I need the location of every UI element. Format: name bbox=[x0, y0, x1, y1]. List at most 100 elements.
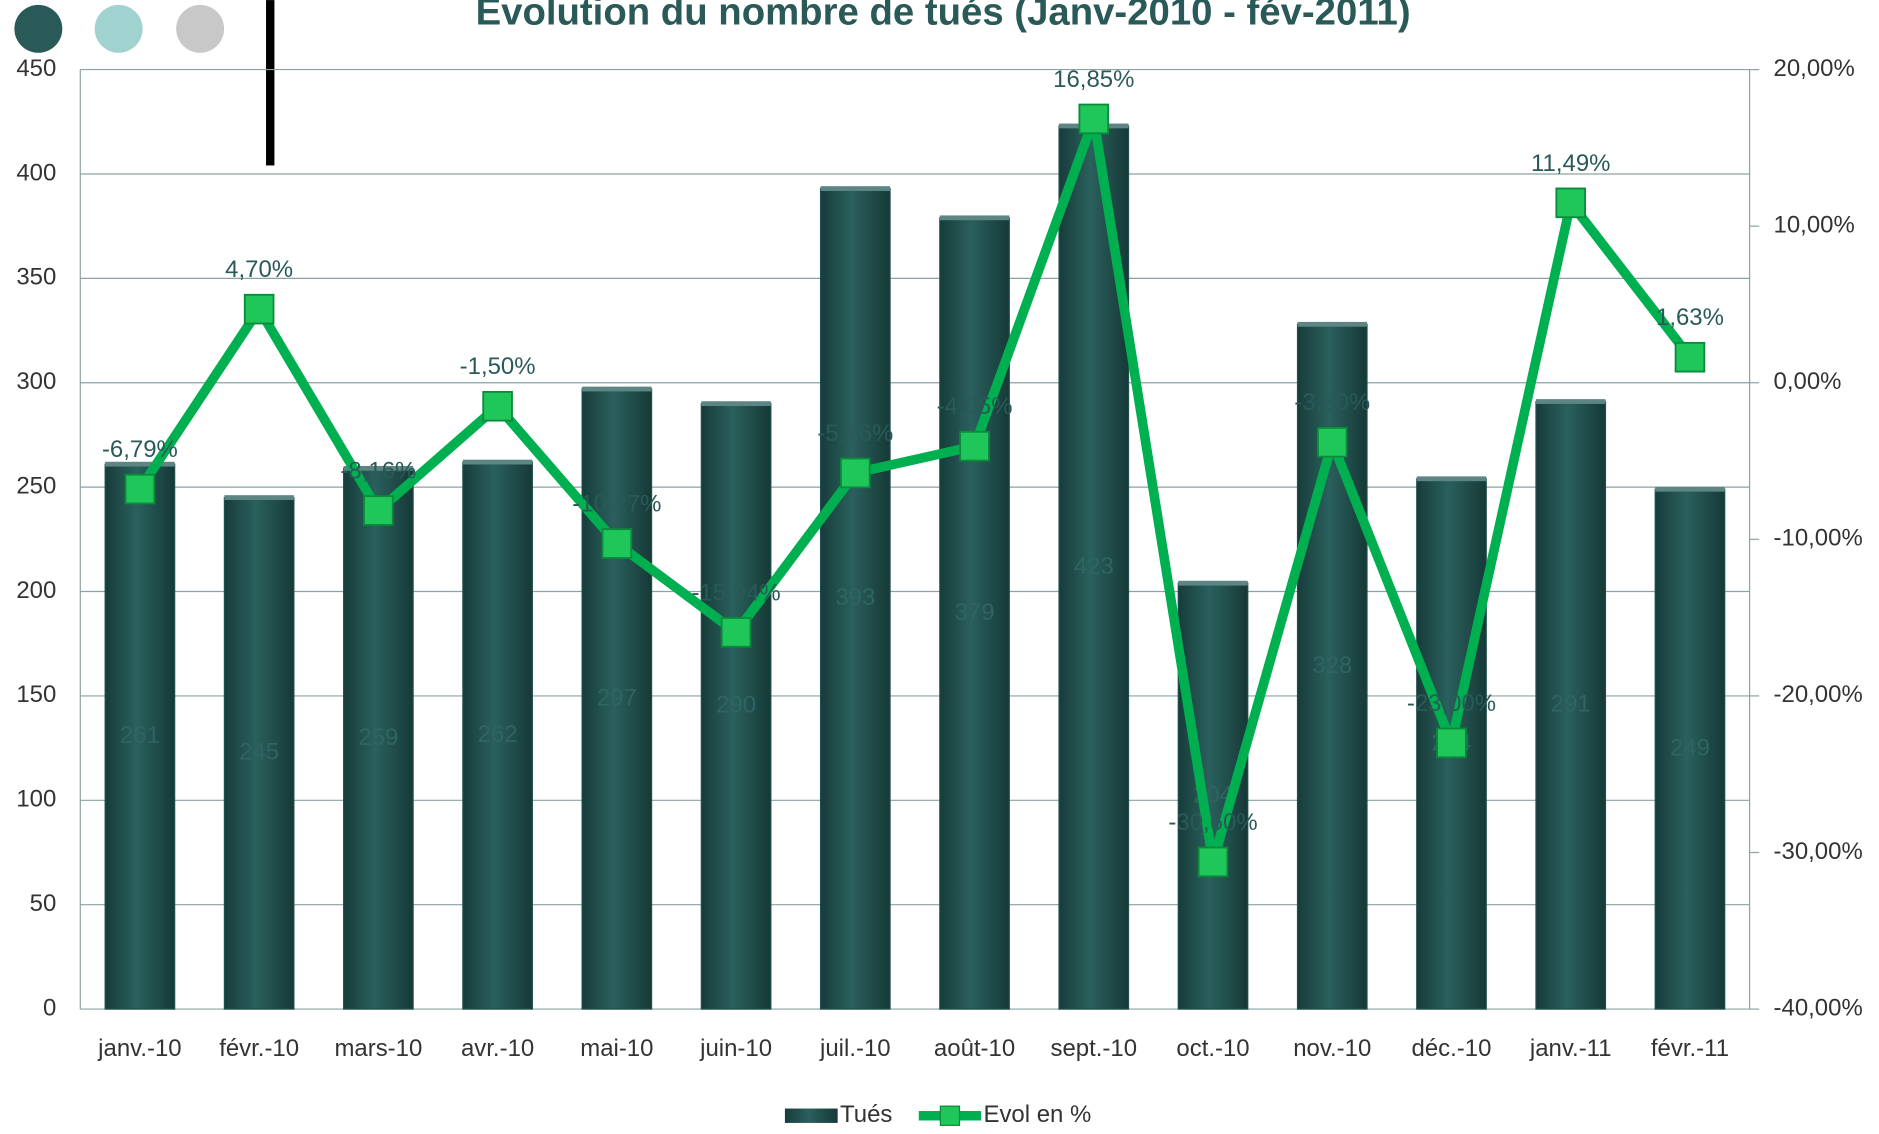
bar-value-label: 249 bbox=[1670, 734, 1710, 761]
line-marker bbox=[840, 457, 871, 489]
legend-swatch bbox=[784, 1108, 838, 1123]
line-marker bbox=[1674, 341, 1706, 373]
bar-top bbox=[105, 461, 175, 467]
y2-tick-label: -40,00% bbox=[1774, 994, 1863, 1021]
bar-top bbox=[582, 386, 652, 392]
y-tick-label: 200 bbox=[16, 577, 56, 604]
bar bbox=[700, 403, 772, 1010]
line-marker bbox=[363, 495, 394, 526]
line-value-label: -6,79% bbox=[102, 436, 178, 463]
bar-value-label: 297 bbox=[597, 684, 637, 711]
x-tick-label: avr.-10 bbox=[461, 1035, 534, 1062]
x-tick-label: déc.-10 bbox=[1412, 1035, 1492, 1062]
bar-top bbox=[701, 401, 771, 407]
line bbox=[135, 114, 1694, 867]
line-value-label: 11,49% bbox=[1531, 150, 1610, 177]
bar-value-label: 245 bbox=[239, 739, 279, 766]
bar-value-label: 291 bbox=[1551, 691, 1591, 718]
y-tick-label: 300 bbox=[16, 368, 56, 395]
x-tick-label: oct.-10 bbox=[1176, 1035, 1249, 1062]
line-marker bbox=[959, 430, 990, 462]
y2-tick-label: 0,00% bbox=[1774, 368, 1842, 395]
bar-value-label: 290 bbox=[716, 692, 756, 719]
line-value-label: 1,63% bbox=[1656, 304, 1724, 331]
line-value-label: -4,05% bbox=[937, 393, 1013, 420]
bar-top bbox=[1655, 486, 1725, 492]
bar bbox=[819, 187, 891, 1010]
bar-top bbox=[1416, 476, 1487, 482]
bar bbox=[581, 388, 653, 1010]
x-tick-label: juil.-10 bbox=[819, 1035, 891, 1062]
line-value-label: -30,60% bbox=[1168, 809, 1257, 836]
y-tick-label: 150 bbox=[16, 681, 56, 708]
line-value-label: -15,94% bbox=[691, 579, 780, 606]
bar-top bbox=[1535, 399, 1606, 404]
x-tick-label: août-10 bbox=[934, 1035, 1015, 1062]
bar-value-label: 328 bbox=[1312, 652, 1352, 679]
legend-swatch bbox=[939, 1105, 961, 1126]
bar-value-label: 259 bbox=[358, 724, 398, 751]
line-marker bbox=[1436, 727, 1467, 759]
decor-dot bbox=[176, 4, 225, 53]
y-tick-label: 450 bbox=[16, 55, 56, 82]
line-marker bbox=[124, 473, 156, 505]
line-marker bbox=[601, 528, 633, 559]
bar-top bbox=[939, 215, 1010, 221]
bar bbox=[939, 217, 1010, 1010]
x-tick-label: févr.-10 bbox=[219, 1035, 299, 1062]
line-value-label: -10,27% bbox=[572, 491, 661, 518]
decor-dot bbox=[94, 4, 143, 53]
y-tick-label: 400 bbox=[16, 159, 56, 186]
line-value-label: -1,50% bbox=[460, 353, 536, 380]
y2-tick-label: -20,00% bbox=[1774, 681, 1863, 708]
line-marker bbox=[482, 390, 513, 422]
x-tick-label: mai-10 bbox=[580, 1035, 653, 1062]
line-marker bbox=[1078, 103, 1110, 135]
chart-title: Evolution du nombre de tués (Janv-2010 -… bbox=[476, 0, 1411, 34]
x-tick-label: mars-10 bbox=[334, 1035, 422, 1062]
line-value-label: -23,00% bbox=[1407, 690, 1496, 717]
y-tick-label: 50 bbox=[30, 890, 57, 917]
bar-top bbox=[820, 186, 891, 191]
bar-top bbox=[343, 465, 414, 471]
y2-tick-label: 20,00% bbox=[1774, 55, 1855, 82]
x-tick-label: sept.-10 bbox=[1051, 1035, 1138, 1062]
bar bbox=[1535, 400, 1607, 1010]
bar-top bbox=[1178, 580, 1248, 586]
bar-value-label: 393 bbox=[835, 584, 875, 611]
line-value-label: -5,76% bbox=[817, 420, 893, 447]
x-tick-label: nov.-10 bbox=[1293, 1035, 1371, 1062]
bar-value-label: 379 bbox=[955, 599, 995, 626]
line-value-label: 4,70% bbox=[225, 256, 293, 283]
bar-value-label: 261 bbox=[120, 722, 160, 749]
decor-bar bbox=[266, 0, 275, 166]
legend-label: Tués bbox=[840, 1101, 892, 1128]
bar-top bbox=[1297, 321, 1368, 327]
bar bbox=[343, 467, 414, 1010]
line-value-label: 16,85% bbox=[1053, 66, 1134, 93]
bar-value-label: 423 bbox=[1074, 553, 1114, 580]
y2-tick-label: -30,00% bbox=[1774, 838, 1863, 865]
y-tick-label: 250 bbox=[16, 472, 56, 499]
line-marker bbox=[1555, 187, 1587, 219]
y2-tick-label: 10,00% bbox=[1774, 211, 1855, 238]
x-tick-label: juin-10 bbox=[699, 1035, 772, 1062]
decor-dot bbox=[14, 4, 63, 53]
bar-top bbox=[462, 459, 533, 465]
y-tick-label: 350 bbox=[16, 264, 56, 291]
y2-tick-label: -10,00% bbox=[1774, 525, 1863, 552]
x-tick-label: févr.-11 bbox=[1651, 1035, 1729, 1062]
bar bbox=[1654, 488, 1726, 1010]
legend-label: Evol en % bbox=[983, 1101, 1091, 1128]
bar-value-label: 262 bbox=[478, 721, 518, 748]
bar-top bbox=[224, 495, 294, 500]
y-tick-label: 0 bbox=[43, 994, 56, 1021]
y-tick-label: 100 bbox=[16, 786, 56, 813]
line-value-label: -3,80% bbox=[1294, 389, 1370, 416]
line-marker bbox=[243, 293, 275, 325]
line-value-label: -8,16% bbox=[340, 458, 416, 485]
line-marker bbox=[720, 617, 752, 648]
line-marker bbox=[1197, 846, 1229, 878]
